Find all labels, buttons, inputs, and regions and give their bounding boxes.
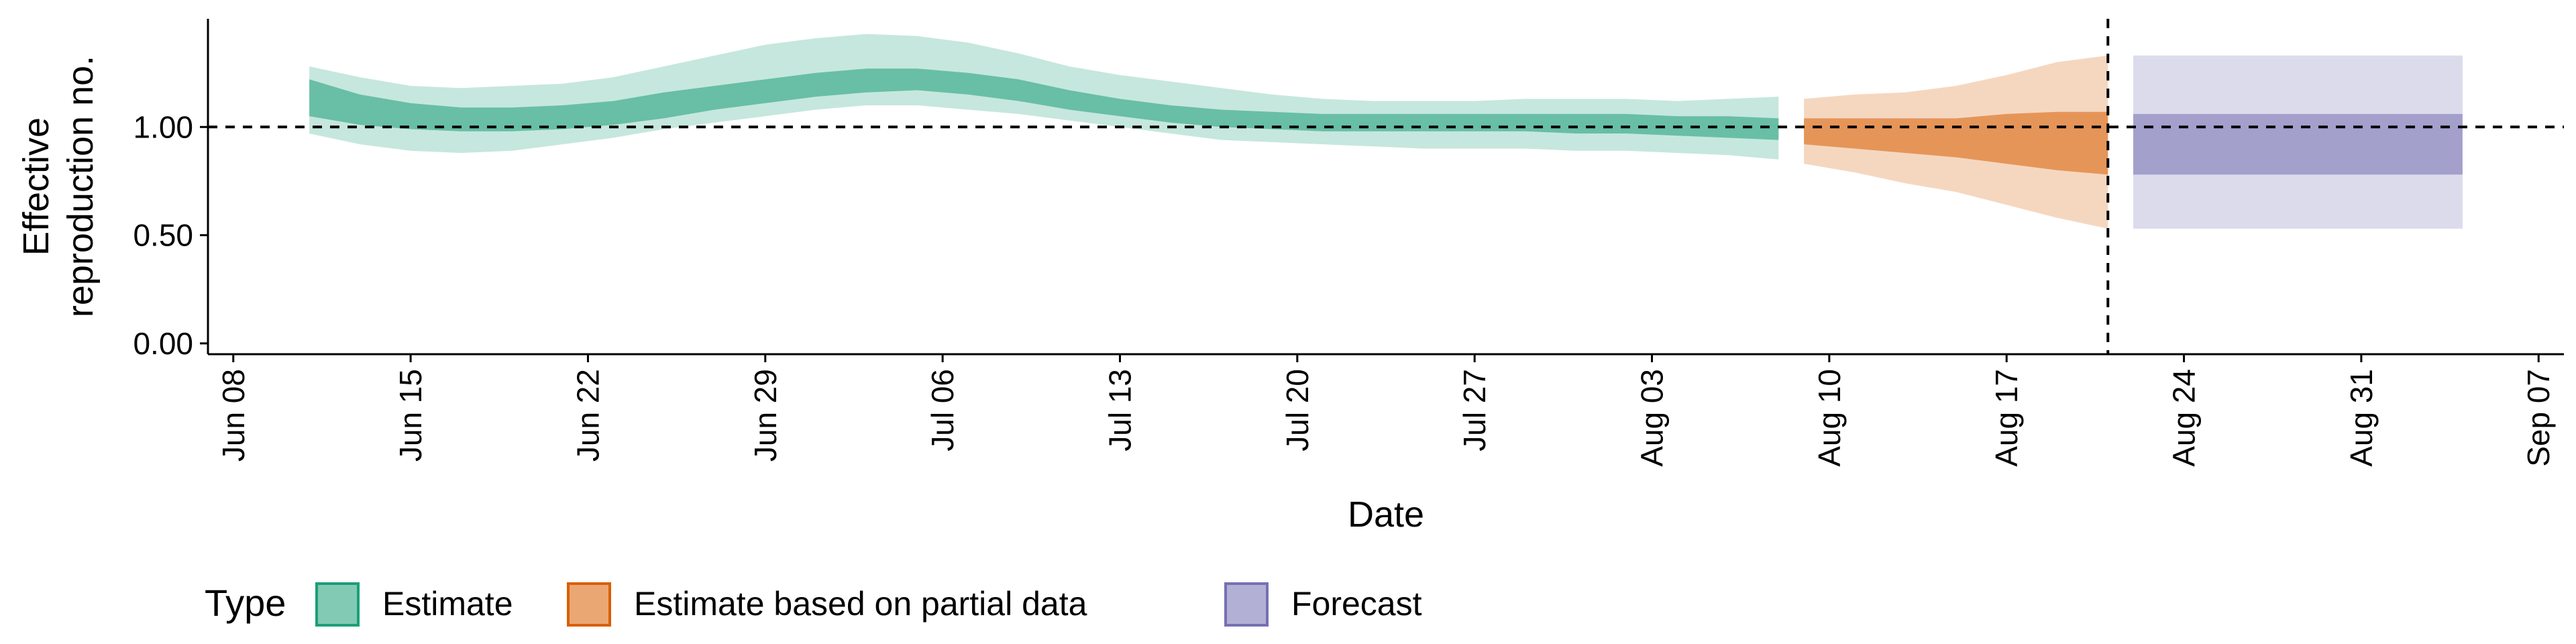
reference-lines xyxy=(208,19,2564,354)
estimate-inner-band xyxy=(309,68,1779,140)
tick-layer: 0.00 0.50 1.00 Jun 08 Jun 15 Jun 22 Jun 29 Jul … xyxy=(133,109,2556,467)
forecast-legend-key xyxy=(1224,582,1269,627)
legend: Type Estimate Estimate based on partial da… xyxy=(205,582,1422,627)
y-axis-title-line: reproduction no. xyxy=(60,56,101,317)
forecast-legend-label: Forecast xyxy=(1291,585,1422,623)
y-axis-title: Effective reproduction no. xyxy=(16,56,101,317)
x-tick-label: Sep 07 xyxy=(2521,369,2556,467)
estimate-based-on-partial-data-inner-band xyxy=(1804,111,2108,175)
x-tick-label: Jul 13 xyxy=(1102,369,1137,451)
x-tick-label: Jun 29 xyxy=(748,369,783,462)
x-tick-label: Jul 06 xyxy=(925,369,960,451)
estimate-based-on-partial-data-legend-label: Estimate based on partial data xyxy=(634,585,1087,623)
legend-title: Type xyxy=(205,582,286,624)
x-tick-label: Jun 08 xyxy=(216,369,251,462)
x-tick-label: Aug 31 xyxy=(2344,369,2379,467)
axes-layer xyxy=(207,19,2564,356)
y-axis-title-line: Effective xyxy=(16,117,56,256)
x-tick-label: Jul 20 xyxy=(1280,369,1315,451)
x-tick-label: Aug 17 xyxy=(1989,369,2024,467)
x-tick-label: Aug 03 xyxy=(1635,369,1670,467)
ribbon-layer xyxy=(309,34,2463,229)
x-tick-label: Aug 10 xyxy=(1812,369,1847,467)
forecast-inner-band xyxy=(2133,113,2463,175)
x-tick-label: Jul 27 xyxy=(1457,369,1492,451)
x-axis-title: Date xyxy=(1348,494,1424,535)
x-tick-label: Jun 22 xyxy=(570,369,605,462)
x-tick-label: Jun 15 xyxy=(393,369,428,462)
y-tick-label: 0.50 xyxy=(133,218,193,253)
y-tick-label: 0.00 xyxy=(133,326,193,361)
estimate-legend-key xyxy=(315,582,360,627)
estimate-based-on-partial-data-legend-key xyxy=(567,582,611,627)
y-tick-label: 1.00 xyxy=(133,109,193,144)
x-tick-label: Aug 24 xyxy=(2167,369,2202,467)
estimate-legend-label: Estimate xyxy=(382,585,513,623)
